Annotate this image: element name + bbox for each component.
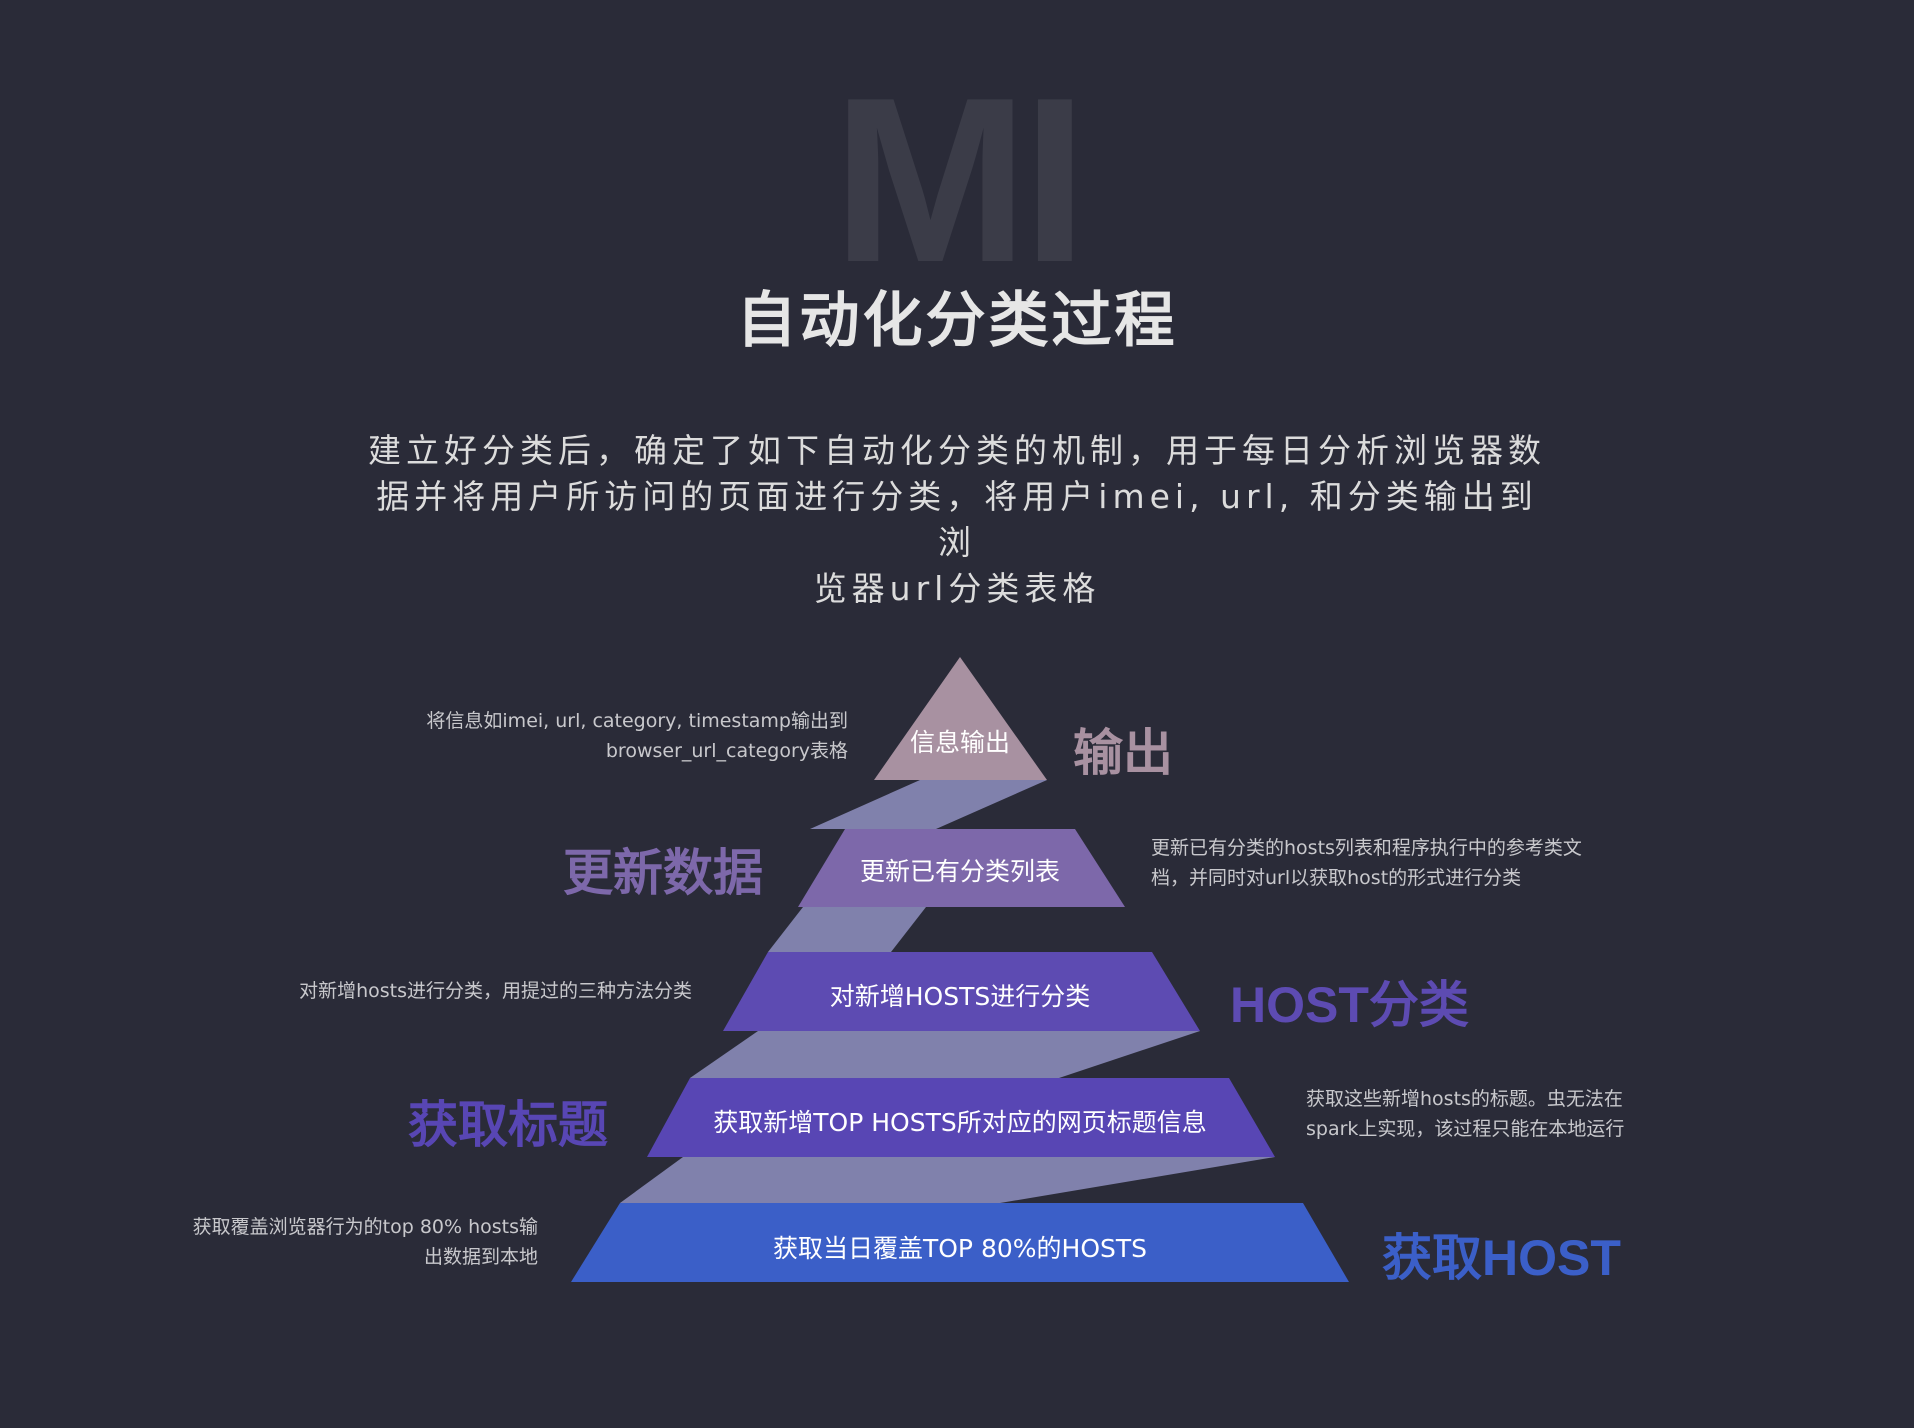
note-line: 出数据到本地 bbox=[423, 1246, 538, 1268]
label-host-classify: HOST分类 bbox=[1230, 977, 1469, 1033]
connector-2-3 bbox=[768, 907, 926, 952]
level-5-text: 获取当日覆盖TOP 80%的HOSTS bbox=[772, 1234, 1148, 1263]
level-4-shape bbox=[647, 1078, 1275, 1157]
level-2-shape bbox=[798, 829, 1125, 907]
description: 建立好分类后，确定了如下自动化分类的机制，用于每日分析浏览器数 据并将用户所访问… bbox=[360, 428, 1554, 612]
note-line: 将信息如imei, url, category, timestamp输出到 bbox=[426, 710, 848, 732]
description-line: 据并将用户所访问的页面进行分类，将用户imei, url, 和分类输出到浏 bbox=[376, 477, 1538, 562]
note-line: 档，并同时对url以获取host的形式进行分类 bbox=[1151, 867, 1522, 889]
description-line: 建立好分类后，确定了如下自动化分类的机制，用于每日分析浏览器数 bbox=[368, 431, 1546, 470]
description-line: 览器url分类表格 bbox=[813, 569, 1101, 608]
level-4-text: 获取新增TOP HOSTS所对应的网页标题信息 bbox=[713, 1108, 1207, 1137]
label-output: 输出 bbox=[1073, 725, 1173, 781]
note-level-1: 将信息如imei, url, category, timestamp输出到 br… bbox=[340, 706, 848, 766]
note-level-3: 对新增hosts进行分类，用提过的三种方法分类 bbox=[200, 976, 692, 1006]
connector-4-5 bbox=[620, 1157, 1275, 1203]
level-3-shape bbox=[723, 952, 1200, 1031]
note-line: spark上实现，该过程只能在本地运行 bbox=[1306, 1118, 1625, 1140]
level-3-text: 对新增HOSTS进行分类 bbox=[829, 982, 1091, 1011]
note-level-5: 获取覆盖浏览器行为的top 80% hosts输 出数据到本地 bbox=[120, 1212, 538, 1272]
level-5-shape bbox=[571, 1203, 1349, 1282]
level-1-text: 信息输出 bbox=[909, 728, 1010, 757]
note-level-2: 更新已有分类的hosts列表和程序执行中的参考类文 档，并同时对url以获取ho… bbox=[1151, 833, 1671, 893]
label-update-data: 更新数据 bbox=[563, 845, 763, 901]
label-get-title: 获取标题 bbox=[408, 1097, 608, 1153]
note-line: browser_url_category表格 bbox=[605, 740, 848, 762]
note-line: 更新已有分类的hosts列表和程序执行中的参考类文 bbox=[1151, 837, 1582, 859]
watermark-logo: MI bbox=[832, 48, 1087, 311]
level-1-shape bbox=[874, 657, 1047, 780]
note-line: 获取覆盖浏览器行为的top 80% hosts输 bbox=[192, 1216, 538, 1238]
page-title: 自动化分类过程 bbox=[736, 286, 1178, 356]
note-level-4: 获取这些新增hosts的标题。虫无法在 spark上实现，该过程只能在本地运行 bbox=[1306, 1084, 1726, 1144]
connector-3-4 bbox=[690, 1031, 1200, 1078]
note-line: 获取这些新增hosts的标题。虫无法在 bbox=[1306, 1088, 1623, 1110]
note-line: 对新增hosts进行分类，用提过的三种方法分类 bbox=[299, 980, 692, 1002]
connector-1-2 bbox=[810, 780, 1047, 829]
label-get-host: 获取HOST bbox=[1382, 1230, 1621, 1286]
level-2-text: 更新已有分类列表 bbox=[859, 857, 1060, 886]
